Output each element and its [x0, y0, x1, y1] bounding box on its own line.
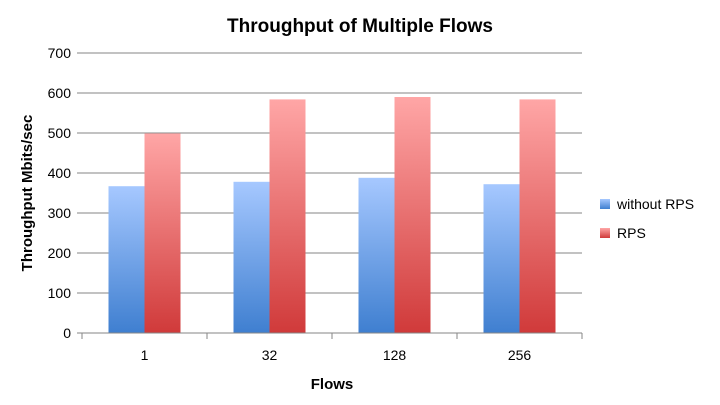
bars	[108, 97, 556, 334]
bar-rps-256	[519, 99, 556, 334]
bar-rps-1	[144, 133, 181, 333]
y-tick-label: 500	[48, 125, 72, 141]
bar-without-rps-128	[358, 177, 395, 333]
y-tick-label: 400	[48, 165, 72, 181]
y-tick-label: 600	[48, 85, 72, 101]
y-tick-label: 0	[63, 325, 71, 341]
legend-label: RPS	[617, 225, 646, 241]
x-tick-label: 256	[508, 347, 532, 363]
x-tick-label: 128	[383, 347, 407, 363]
y-tick-label: 200	[48, 245, 72, 261]
legend: without RPS RPS	[600, 196, 694, 241]
bar-without-rps-1	[108, 186, 145, 333]
y-tick-label: 100	[48, 285, 72, 301]
chart-title: Throughput of Multiple Flows	[227, 16, 493, 37]
legend-swatch-without-rps	[600, 199, 610, 209]
bar-without-rps-32	[233, 181, 270, 333]
legend-swatch-rps	[600, 228, 610, 238]
y-axis-label: Throughput Mbits/sec	[19, 115, 36, 272]
y-axis-ticks: 0 100 200 300 400 500 600 700	[48, 45, 82, 341]
bar-without-rps-256	[483, 184, 520, 333]
x-axis-ticks: 1 32 128 256	[81, 333, 583, 363]
x-tick-label: 1	[141, 347, 149, 363]
legend-label: without RPS	[616, 196, 694, 212]
x-tick-label: 32	[262, 347, 278, 363]
x-axis-label: Flows	[311, 376, 354, 393]
y-tick-label: 300	[48, 205, 72, 221]
y-tick-label: 700	[48, 45, 72, 61]
bar-rps-128	[394, 97, 431, 333]
bar-rps-32	[269, 99, 306, 334]
